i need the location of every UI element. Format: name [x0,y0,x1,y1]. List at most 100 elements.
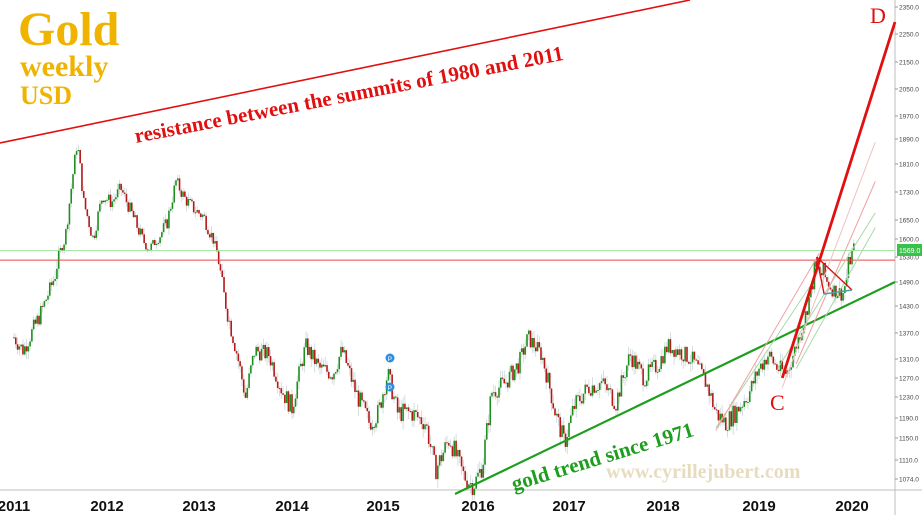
y-tick-label: 1890.0 [899,137,919,144]
candle-body [246,387,249,398]
candle-body [520,348,523,353]
candle-body [426,424,428,426]
candle-body [808,297,810,315]
candle-body [768,351,771,357]
candle-body [777,369,780,372]
candle-body [438,455,441,466]
candle-body [845,277,848,287]
candle-body [573,406,576,409]
candle-body [82,191,85,198]
candle-body [130,202,133,212]
candle-body [589,393,592,396]
channel-upper-2 [795,181,876,364]
candle-body [299,363,302,367]
candle-body [384,394,386,396]
y-tick-label: 2150.0 [899,60,919,67]
candle-body [326,365,328,372]
candle-body [216,241,218,252]
candle-body [513,369,516,381]
candle-body [41,305,44,307]
y-tick-label: 1490.0 [899,280,919,287]
watermark: www.cyrillejubert.com [606,461,801,483]
candle-body [489,396,492,426]
candle-body [522,348,525,355]
candle-body [308,346,311,355]
x-tick-label: 2012 [90,498,123,515]
candle-body [756,371,758,376]
candle-body [579,395,581,402]
candle-body [25,346,28,352]
candle-body [313,349,316,365]
candle-body [168,210,170,229]
candle-body [595,390,597,393]
candle-body [164,219,167,224]
candle-body [688,361,690,364]
event-marker-2-label: P [388,385,392,392]
candle-body [70,188,73,204]
candle-body [541,357,544,360]
candle-body [226,308,229,322]
candle-body [66,224,69,230]
y-tick-label: 1110.0 [899,458,918,465]
candle-body [631,355,634,368]
candle-body [804,311,807,326]
candle-body [347,362,349,366]
candle-body [146,249,149,251]
candle-body [822,262,825,276]
candle-body [484,439,486,465]
candle-body [125,193,128,203]
candle-body [732,405,734,427]
candle-body [38,315,40,325]
candle-body [543,357,546,369]
candle-body [427,425,430,444]
candle-body [77,150,80,152]
y-tick-label: 1530.0 [899,255,919,262]
candle-body [97,211,99,231]
candle-body [826,277,828,282]
candle-body [422,424,424,430]
candle-body [132,211,135,218]
candle-body [584,384,587,394]
candle-body [68,203,71,225]
candle-body [827,281,830,288]
candle-body [811,285,814,290]
candle-body [851,249,853,265]
candle-body [649,364,652,368]
candle-body [205,215,207,230]
candle-body [239,361,241,367]
candle-body [155,244,158,246]
x-tick-label: 2019 [742,498,775,515]
candle-body [737,406,740,412]
candle-body [568,422,570,437]
candle-body [815,261,818,267]
triangle-upper [816,256,853,291]
candle-body [191,199,193,202]
candle-body [364,401,367,409]
candle-body [664,346,666,364]
candle-body [678,349,681,355]
candle-body [22,344,24,355]
candle-body [230,320,232,337]
candle-body [341,346,344,353]
candle-body [161,232,163,238]
candle-body [242,379,245,393]
candle-body [219,264,222,271]
candle-body [306,338,309,355]
candle-body [686,346,688,362]
candle-body [844,286,846,294]
candle-body [555,413,558,416]
candle-body [449,445,452,447]
candle-body [739,407,742,412]
candle-body [665,346,668,353]
candle-body [453,440,456,457]
candle-body [207,229,209,235]
candle-body [57,250,60,269]
candle-body [460,456,463,467]
candle-body [691,351,694,363]
candle-body [203,214,206,216]
candle-body [793,346,796,356]
candle-body [503,378,506,384]
candle-body [248,373,250,388]
candle-body [201,214,204,218]
candle-body [50,282,53,286]
